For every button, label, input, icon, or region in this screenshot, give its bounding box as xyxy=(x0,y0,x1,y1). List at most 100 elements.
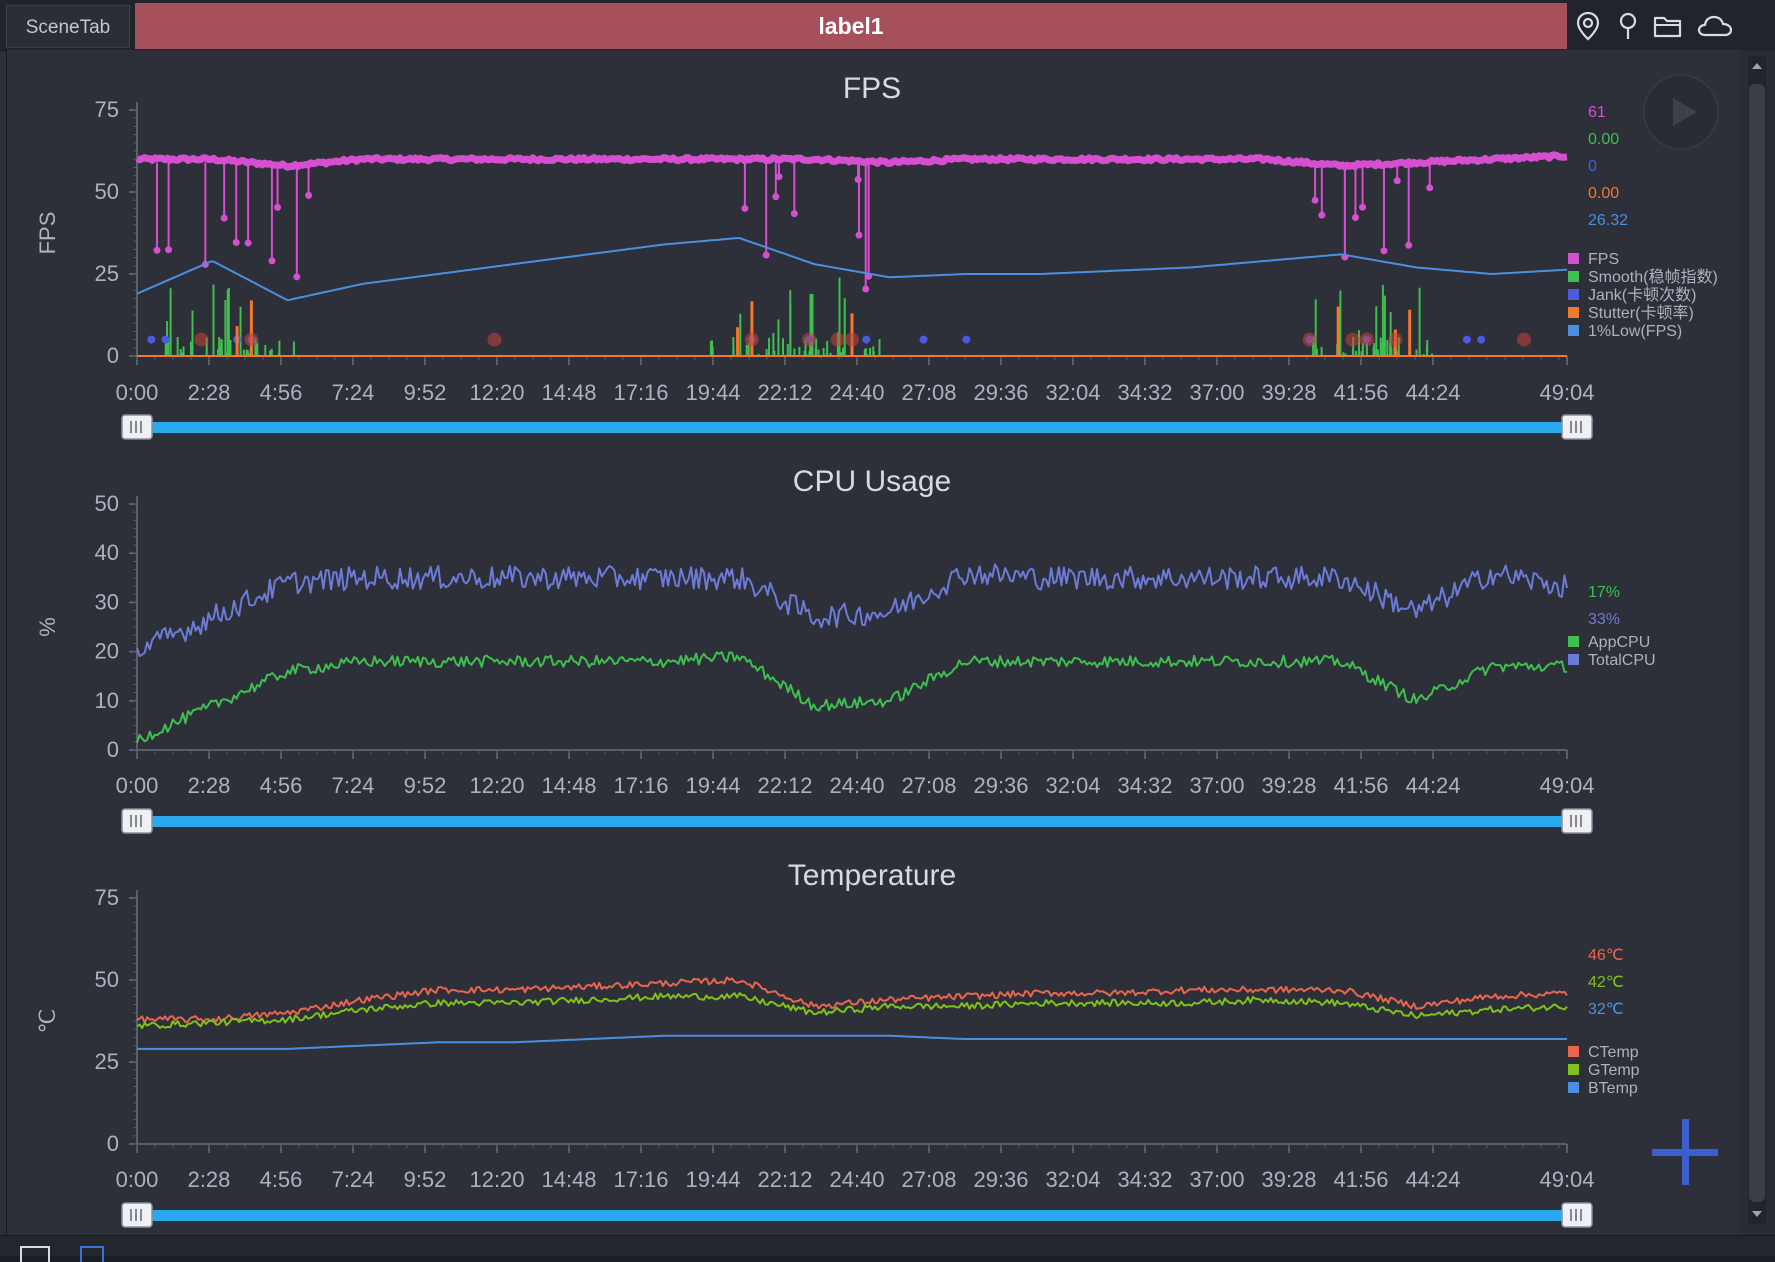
fps-dip-point xyxy=(772,193,780,201)
range-slider-right-handle[interactable] xyxy=(1561,414,1593,440)
current-value: 0 xyxy=(1588,158,1597,175)
fps-dip-point xyxy=(232,238,240,246)
fps-dip-point xyxy=(855,231,863,239)
scroll-down-arrow-icon[interactable] xyxy=(1749,1206,1765,1222)
range-slider-track[interactable] xyxy=(137,422,1567,433)
fps-dip-point xyxy=(775,173,783,181)
x-tick-label: 4:56 xyxy=(260,773,303,798)
y-tick-label: 20 xyxy=(95,639,119,664)
jank-marker xyxy=(1477,335,1486,344)
x-tick-label: 34:32 xyxy=(1117,1167,1172,1192)
x-tick-label: 49:04 xyxy=(1539,1167,1594,1192)
chart-title: Temperature xyxy=(788,859,956,892)
scene-tab[interactable]: SceneTab xyxy=(6,5,130,48)
series-line-ctemp xyxy=(136,976,1568,1024)
x-tick-label: 9:52 xyxy=(404,773,447,798)
fps-dip-point xyxy=(165,246,173,254)
jank-marker xyxy=(147,335,156,344)
current-value: 42℃ xyxy=(1588,974,1624,991)
x-tick-label: 14:48 xyxy=(541,380,596,405)
fps-dip-point xyxy=(293,273,301,281)
current-value: 26.32 xyxy=(1588,212,1628,229)
fps-dip-point xyxy=(305,191,313,199)
y-tick-label: 75 xyxy=(95,97,119,122)
legend-swatch xyxy=(1568,271,1579,282)
x-tick-label: 24:40 xyxy=(829,380,884,405)
x-tick-label: 27:08 xyxy=(901,773,956,798)
x-tick-label: 41:56 xyxy=(1333,380,1388,405)
x-tick-label: 2:28 xyxy=(188,380,231,405)
x-tick-label: 17:16 xyxy=(613,380,668,405)
cloud-icon[interactable] xyxy=(1696,10,1734,42)
fps-dip-point xyxy=(790,210,798,218)
fps-dip-point xyxy=(1393,177,1401,185)
range-slider-right-handle[interactable] xyxy=(1561,808,1593,834)
current-value: 61 xyxy=(1588,104,1606,121)
y-tick-label: 0 xyxy=(107,1131,119,1156)
fps-dip-point xyxy=(1426,184,1434,192)
x-tick-label: 24:40 xyxy=(829,1167,884,1192)
y-tick-label: 0 xyxy=(107,343,119,368)
bottom-toggle-icon[interactable] xyxy=(20,1246,50,1262)
fps-dip-point xyxy=(220,214,228,222)
legend-swatch xyxy=(1568,325,1579,336)
range-slider-left-handle[interactable] xyxy=(121,414,153,440)
x-tick-label: 14:48 xyxy=(541,773,596,798)
legend-swatch xyxy=(1568,654,1579,665)
legend-label: Stutter(卡顿率) xyxy=(1588,304,1694,322)
range-slider-track[interactable] xyxy=(137,1210,1567,1221)
current-value: 0.00 xyxy=(1588,185,1619,202)
log-checkbox[interactable] xyxy=(80,1246,104,1262)
range-slider-right-handle[interactable] xyxy=(1561,1202,1593,1228)
x-tick-label: 37:00 xyxy=(1189,380,1244,405)
x-tick-label: 0:00 xyxy=(116,1167,159,1192)
x-tick-label: 34:32 xyxy=(1117,380,1172,405)
range-slider-left-handle[interactable] xyxy=(121,1202,153,1228)
legend-label: GTemp xyxy=(1588,1062,1640,1079)
range-slider-track[interactable] xyxy=(137,816,1567,827)
x-tick-label: 0:00 xyxy=(116,773,159,798)
scroll-up-arrow-icon[interactable] xyxy=(1749,58,1765,74)
legend-swatch xyxy=(1568,1046,1579,1057)
x-tick-label: 14:48 xyxy=(541,1167,596,1192)
stutter-marker xyxy=(1359,332,1374,347)
stutter-marker xyxy=(194,332,209,347)
x-tick-label: 27:08 xyxy=(901,380,956,405)
top-bar: SceneTab label1 xyxy=(0,0,1775,51)
fps-dip-point xyxy=(1311,196,1319,204)
stutter-marker xyxy=(487,332,502,347)
stutter-marker xyxy=(845,332,859,347)
range-slider-left-handle[interactable] xyxy=(121,808,153,834)
y-axis-label: % xyxy=(35,617,60,637)
chart-title: CPU Usage xyxy=(793,465,951,498)
label-title-bar[interactable]: label1 xyxy=(135,3,1567,49)
folder-icon[interactable] xyxy=(1652,10,1684,42)
x-tick-label: 32:04 xyxy=(1045,773,1100,798)
location-pin-filled-icon[interactable] xyxy=(1572,10,1604,42)
play-button[interactable] xyxy=(1643,74,1719,150)
stutter-marker xyxy=(1388,332,1403,347)
fps-dip-point xyxy=(1405,241,1413,249)
legend-swatch xyxy=(1568,1082,1579,1093)
jank-marker xyxy=(862,335,871,344)
x-tick-label: 7:24 xyxy=(332,380,375,405)
current-value: 17% xyxy=(1588,584,1620,601)
location-pin-icon[interactable] xyxy=(1612,10,1644,42)
y-tick-label: 50 xyxy=(95,967,119,992)
x-tick-label: 19:44 xyxy=(685,380,740,405)
legend-label: FPS xyxy=(1588,251,1619,268)
x-tick-label: 41:56 xyxy=(1333,773,1388,798)
legend-swatch xyxy=(1568,307,1579,318)
scrollbar-thumb[interactable] xyxy=(1749,84,1765,1202)
add-chart-button[interactable] xyxy=(1650,1117,1720,1187)
x-tick-label: 9:52 xyxy=(404,1167,447,1192)
x-tick-label: 39:28 xyxy=(1261,773,1316,798)
legend-label: CTemp xyxy=(1588,1044,1639,1061)
fps-dip-point xyxy=(1380,247,1388,255)
x-tick-label: 19:44 xyxy=(685,1167,740,1192)
legend-label: Smooth(稳帧指数) xyxy=(1588,268,1718,286)
y-tick-label: 50 xyxy=(95,179,119,204)
y-axis-label: FPS xyxy=(35,212,60,255)
legend-label: BTemp xyxy=(1588,1080,1638,1097)
x-tick-label: 39:28 xyxy=(1261,1167,1316,1192)
